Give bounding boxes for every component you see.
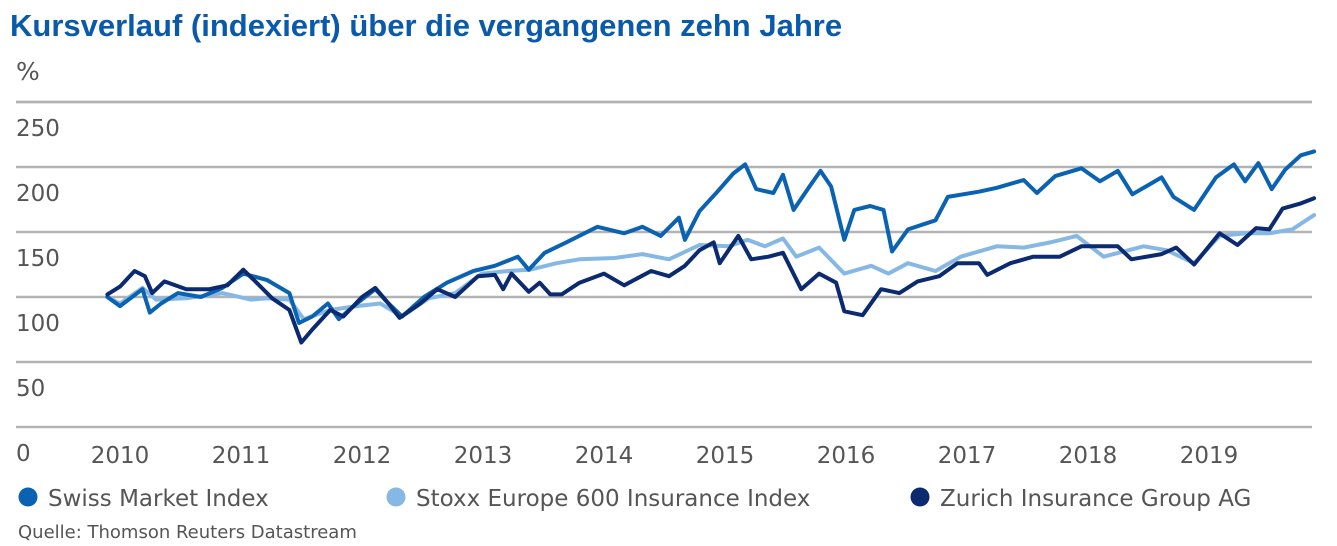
legend: Swiss Market Index Stoxx Europe 600 Insur… [18, 486, 1251, 512]
legend-marker [910, 487, 930, 507]
x-tick-label: 2013 [454, 443, 513, 469]
y-tick-label: 150 [16, 246, 60, 272]
y-axis-ticks: 0 50 100 150 200 250 [16, 116, 60, 467]
x-tick-label: 2016 [817, 443, 876, 469]
series-line-stoxx-europe-600-insurance-index [105, 213, 1317, 322]
x-tick-label: 2015 [696, 443, 755, 469]
gridlines [16, 100, 1312, 429]
y-tick-label: 200 [16, 181, 60, 207]
y-tick-label: 0 [16, 441, 31, 467]
x-axis-ticks: 2010 2011 2012 2013 2014 2015 2016 2017 2018 2019 [91, 443, 1239, 469]
legend-marker [18, 487, 38, 507]
x-tick-label: 2010 [91, 443, 150, 469]
x-tick-label: 2019 [1180, 443, 1239, 469]
y-axis-unit: % [16, 57, 40, 86]
legend-label: Zurich Insurance Group AG [940, 486, 1251, 512]
legend-label: Swiss Market Index [48, 486, 269, 512]
chart-title: Kursverlauf (indexiert) über die vergang… [10, 8, 842, 43]
series-line-swiss-market-index [105, 149, 1317, 325]
series-line-zurich-insurance-group-ag [105, 196, 1317, 345]
legend-label: Stoxx Europe 600 Insurance Index [416, 486, 810, 512]
source-note: Quelle: Thomson Reuters Datastream [18, 522, 357, 543]
x-tick-label: 2018 [1059, 443, 1118, 469]
x-tick-label: 2014 [575, 443, 634, 469]
y-tick-label: 250 [16, 116, 60, 142]
x-tick-label: 2011 [212, 443, 271, 469]
x-tick-label: 2012 [333, 443, 392, 469]
legend-marker [386, 487, 406, 507]
y-tick-label: 100 [16, 311, 60, 337]
x-tick-label: 2017 [938, 443, 997, 469]
series-lines [105, 149, 1317, 345]
y-tick-label: 50 [16, 376, 45, 402]
